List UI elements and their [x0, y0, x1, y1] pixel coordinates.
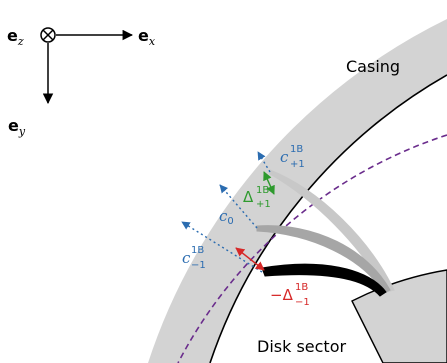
ey-label: ey	[8, 116, 26, 138]
c-minus-one-sup: 1B	[191, 245, 204, 256]
c-plus-one-label: c	[280, 148, 289, 166]
delta-plus-one-arrow	[263, 171, 275, 195]
delta-minus-one-label: −Δ	[270, 286, 294, 304]
casing-label: Casing	[346, 57, 400, 76]
blade-minus-one	[261, 263, 387, 297]
delta-plus-one-sub: +1	[256, 199, 271, 210]
delta-plus-one-label: Δ	[243, 188, 254, 206]
c-plus-one-sub: +1	[290, 159, 305, 170]
clearance-c-plus-one	[257, 151, 271, 173]
coordinate-axes	[40, 27, 134, 105]
delta-plus-one-sup: 1B	[256, 185, 269, 196]
disk-sector-shape	[351, 269, 447, 363]
c-plus-one-sup: 1B	[290, 144, 303, 155]
ez-label: ez	[7, 26, 24, 48]
ex-label: ex	[138, 26, 156, 48]
c-minus-one-label: c	[182, 249, 191, 267]
dashed-reference-circle	[177, 134, 447, 363]
c-zero-label: c0	[219, 207, 234, 227]
delta-minus-one-sup: 1B	[295, 282, 308, 293]
disk-sector-label: Disk sector	[257, 337, 346, 356]
c-minus-one-sub: −1	[191, 260, 206, 271]
delta-minus-one-sub: −1	[295, 297, 310, 308]
delta-minus-one-arrow	[235, 247, 265, 271]
casing-inner-edge	[209, 74, 447, 363]
